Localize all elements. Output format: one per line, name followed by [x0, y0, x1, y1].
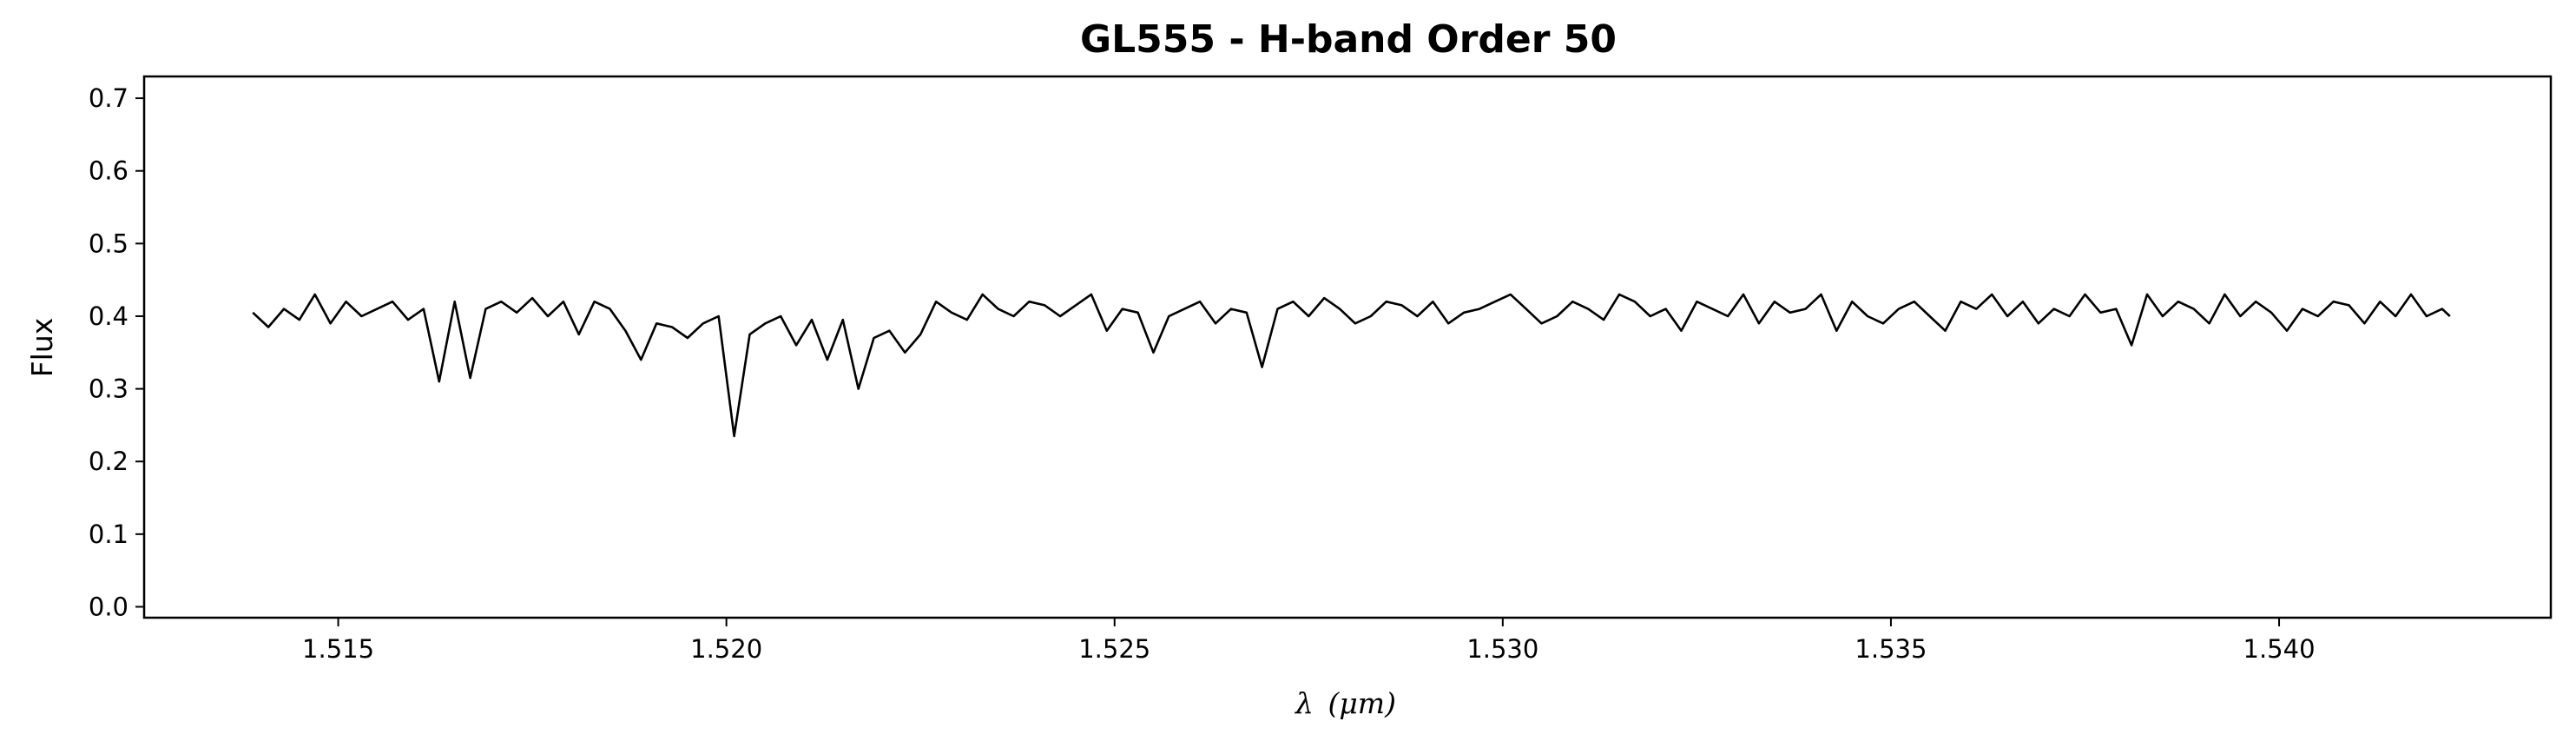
y-axis-label: Flux	[25, 318, 59, 378]
x-tick-label: 1.540	[2243, 634, 2316, 664]
y-tick-label: 0.4	[89, 301, 128, 331]
chart-title: GL555 - H-band Order 50	[1080, 17, 1617, 62]
y-tick-label: 0.5	[89, 228, 128, 258]
axes-frame	[142, 75, 2553, 619]
plot-area	[252, 293, 2451, 438]
x-tick-label: 1.525	[1078, 634, 1150, 664]
y-tick-label: 0.2	[89, 447, 128, 476]
spectrum-line-0	[252, 293, 2451, 438]
x-axis-ticks: 1.515 1.520 1.525 1.530 1.535 1.540	[302, 618, 2316, 664]
y-axis-ticks: 0.0 0.1 0.2 0.3 0.4 0.5 0.6 0.7	[89, 83, 144, 621]
y-tick-label: 0.6	[89, 156, 128, 186]
y-tick-label: 0.0	[89, 592, 128, 621]
x-axis-label: λ (μm)	[1294, 686, 1396, 720]
x-tick-label: 1.520	[690, 634, 762, 664]
y-tick-label: 0.7	[89, 83, 128, 113]
x-tick-label: 1.515	[302, 634, 374, 664]
y-tick-label: 0.1	[89, 520, 128, 549]
x-tick-label: 1.535	[1855, 634, 1927, 664]
y-tick-label: 0.3	[89, 374, 128, 404]
x-tick-label: 1.530	[1466, 634, 1538, 664]
